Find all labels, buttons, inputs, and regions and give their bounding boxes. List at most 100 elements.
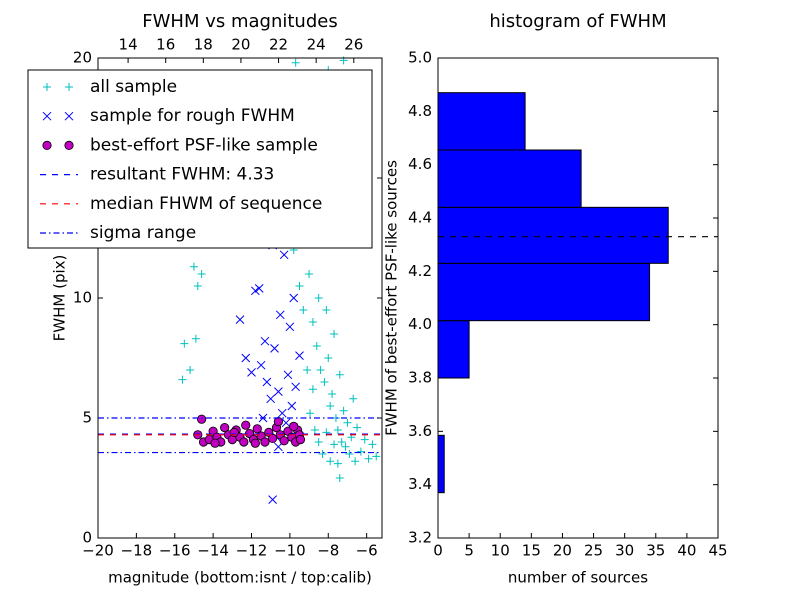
point	[266, 394, 276, 404]
chart-title: FWHM vs magnitudes	[142, 11, 337, 32]
point	[330, 440, 339, 449]
point	[372, 452, 381, 461]
point	[339, 406, 348, 415]
bar	[437, 434, 445, 494]
point	[65, 83, 73, 91]
point	[299, 306, 308, 314]
point	[186, 366, 195, 374]
point	[318, 450, 327, 458]
y-tick-label: 3.4	[408, 475, 432, 493]
point	[335, 370, 344, 379]
point	[281, 418, 291, 428]
y-tick-label: 5	[82, 409, 92, 427]
point	[314, 294, 323, 302]
point	[333, 459, 342, 468]
bar	[437, 206, 669, 264]
point	[341, 442, 350, 451]
point	[330, 330, 339, 338]
point	[333, 426, 342, 434]
legend: all sample sample for rough FWHM best-effo…	[27, 69, 373, 249]
point	[268, 433, 278, 443]
point	[337, 438, 346, 446]
plot-frame	[437, 57, 719, 539]
legend-label: sample for rough FWHM	[90, 106, 295, 126]
y-tick-label: 10	[73, 289, 92, 307]
point	[291, 58, 300, 67]
x-tick-label: −14	[197, 542, 229, 560]
point	[193, 282, 202, 290]
point	[308, 385, 317, 394]
x-tick-label: −18	[121, 542, 153, 560]
point	[260, 437, 270, 447]
point	[42, 111, 52, 121]
x2-tick-label: 22	[269, 36, 288, 54]
point	[256, 360, 266, 370]
point	[283, 370, 293, 380]
y-tick-label: 4.6	[408, 155, 432, 173]
point	[310, 426, 319, 434]
bar	[437, 92, 526, 151]
point	[289, 293, 299, 303]
x2-tick-label: 26	[344, 36, 363, 54]
point	[277, 408, 287, 418]
point	[191, 334, 200, 343]
point	[364, 454, 373, 463]
y-tick-label: 3.6	[408, 422, 432, 440]
x-tick-label: −10	[274, 542, 306, 560]
point	[289, 421, 299, 431]
point	[305, 270, 314, 278]
y-axis-label: FWHM (pix)	[51, 255, 69, 342]
scatter-chart: −20−18−16−14−12−10−8−605101520FWHM vs ma…	[27, 11, 383, 587]
y-tick-label: 4.4	[408, 209, 432, 227]
point	[291, 382, 301, 392]
point	[343, 418, 352, 427]
point	[295, 351, 304, 360]
point	[178, 375, 187, 384]
point	[360, 435, 369, 444]
x-tick-label: −16	[159, 542, 191, 560]
point	[306, 409, 315, 418]
x-tick-label: 10	[491, 542, 510, 560]
x2-tick-label: 14	[119, 36, 138, 54]
point	[353, 423, 362, 432]
point	[356, 447, 365, 456]
x2-tick-label: 18	[194, 36, 213, 54]
point	[316, 366, 325, 374]
x-axis-label: number of sources	[508, 569, 648, 587]
legend-label: all sample	[90, 77, 177, 97]
legend-label: sigma range	[90, 223, 196, 243]
histogram-chart: 0 5 10 15 20 25 30 35 40 45 3.2 3.4 3.6 3.8 4.0 4.2 4.4 4…	[383, 11, 728, 587]
point	[262, 377, 272, 387]
point	[295, 282, 304, 290]
point	[42, 140, 52, 150]
point	[241, 353, 251, 363]
point	[328, 390, 337, 398]
point	[273, 416, 283, 427]
x-tick-label: 40	[677, 542, 696, 560]
point	[254, 284, 264, 293]
point	[349, 394, 358, 403]
point	[239, 437, 249, 447]
point	[270, 344, 279, 353]
x-tick-label: 20	[553, 542, 572, 560]
x-tick-label: −8	[317, 542, 339, 560]
point	[279, 250, 289, 260]
point	[252, 424, 262, 434]
point	[247, 368, 256, 377]
point	[351, 457, 360, 466]
point	[241, 420, 251, 430]
point	[235, 315, 245, 324]
point	[43, 83, 51, 91]
legend-box	[27, 69, 373, 249]
point	[285, 322, 295, 332]
y-tick-label: 5.0	[408, 49, 432, 67]
y-tick-label: 4.2	[408, 262, 432, 280]
point	[303, 366, 312, 374]
point	[314, 438, 323, 446]
bar	[437, 262, 651, 322]
x2-tick-label: 16	[156, 36, 175, 54]
x-tick-label: 35	[646, 542, 665, 560]
point	[326, 457, 335, 466]
